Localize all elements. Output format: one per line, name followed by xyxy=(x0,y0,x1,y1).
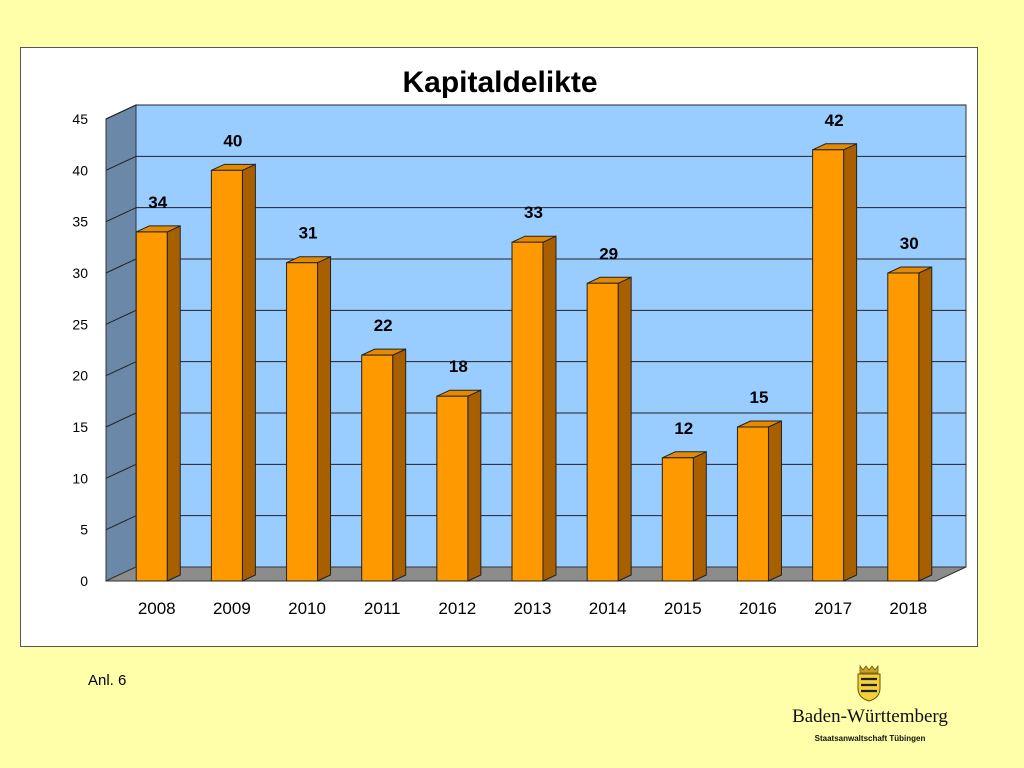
data-label: 29 xyxy=(599,244,618,263)
gridline-side xyxy=(105,155,137,171)
bar-side xyxy=(241,163,256,582)
data-label: 33 xyxy=(524,203,543,222)
bar-front xyxy=(436,395,469,582)
bar-front xyxy=(736,426,769,582)
x-tick-label: 2012 xyxy=(438,599,476,618)
bar-2012 xyxy=(436,389,482,582)
branding-logo: Baden-Württemberg Staatsanwaltschaft Tüb… xyxy=(790,662,950,752)
bar-2016 xyxy=(736,420,782,582)
bar-front xyxy=(135,231,168,582)
data-label: 42 xyxy=(825,111,844,130)
data-label: 31 xyxy=(299,224,318,243)
plot-side-wall xyxy=(105,104,137,582)
x-tick-label: 2013 xyxy=(514,599,552,618)
gridline-side xyxy=(105,207,137,223)
data-label: 15 xyxy=(750,388,769,407)
gridline-side xyxy=(105,515,137,531)
bar-side xyxy=(692,451,707,582)
y-tick-label: 0 xyxy=(80,573,88,589)
chart-title: Kapitaldelikte xyxy=(402,66,597,99)
data-label: 34 xyxy=(148,193,167,212)
gridline-side xyxy=(105,361,137,377)
y-tick-label: 20 xyxy=(72,368,88,384)
bar-side xyxy=(317,255,332,582)
y-tick-label: 5 xyxy=(80,522,88,538)
bar-side xyxy=(467,389,482,582)
bar-2011 xyxy=(361,348,407,582)
bar-chart: Kapitaldelikte 0 5 10 15 20 25 30 35 40 45 34 40 31… xyxy=(72,66,967,618)
data-label: 40 xyxy=(223,131,242,150)
bar-side xyxy=(617,276,632,582)
x-tick-label: 2016 xyxy=(739,599,777,618)
y-tick-label: 40 xyxy=(72,162,88,178)
y-tick-label: 30 xyxy=(72,265,88,281)
office-name: Staatsanwaltschaft Tübingen xyxy=(814,734,926,743)
x-tick-label: 2017 xyxy=(814,599,852,618)
x-tick-label: 2015 xyxy=(664,599,702,618)
bar-front xyxy=(661,457,694,582)
y-tick-label: 15 xyxy=(72,419,88,435)
y-tick-label: 35 xyxy=(72,214,88,230)
bar-side xyxy=(843,143,858,582)
gridline-side xyxy=(105,258,137,274)
bar-2017 xyxy=(812,143,858,582)
bar-2014 xyxy=(586,276,632,582)
bar-2008 xyxy=(135,225,181,582)
y-tick-label: 10 xyxy=(72,470,88,486)
y-tick-label: 25 xyxy=(72,316,88,332)
x-tick-label: 2014 xyxy=(589,599,627,618)
bar-side xyxy=(166,225,181,582)
bar-2013 xyxy=(511,235,557,582)
data-label: 12 xyxy=(674,419,693,438)
bar-2018 xyxy=(887,266,933,582)
bar-front xyxy=(286,262,319,582)
data-label: 30 xyxy=(900,234,919,253)
x-tick-label: 2011 xyxy=(364,599,401,618)
bar-side xyxy=(918,266,933,582)
bar-side xyxy=(542,235,557,582)
y-tick-label: 45 xyxy=(72,111,88,127)
state-name: Baden-Württemberg xyxy=(792,706,948,727)
bar-front xyxy=(210,169,243,582)
gridline-side xyxy=(105,309,137,325)
bar-2009 xyxy=(210,163,256,582)
bar-2015 xyxy=(661,451,707,582)
x-tick-label: 2010 xyxy=(288,599,326,618)
bar-front xyxy=(887,272,920,582)
gridline-side xyxy=(105,104,137,120)
x-tick-label: 2008 xyxy=(138,599,176,618)
data-label: 22 xyxy=(374,316,393,335)
bar-side xyxy=(767,420,782,582)
bar-front xyxy=(586,282,619,582)
footnote: Anl. 6 xyxy=(88,672,127,689)
gridline-side xyxy=(105,412,137,428)
bar-front xyxy=(361,354,394,582)
coat-of-arms-icon xyxy=(857,664,881,702)
bar-2010 xyxy=(286,255,332,582)
x-tick-label: 2018 xyxy=(889,599,927,618)
gridline-side xyxy=(105,463,137,479)
x-tick-label: 2009 xyxy=(213,599,251,618)
chart-frame: Kapitaldelikte 0 5 10 15 20 25 30 35 40 45 34 40 31… xyxy=(20,47,978,647)
bar-front xyxy=(511,241,544,582)
bar-front xyxy=(812,149,845,582)
data-label: 18 xyxy=(449,357,468,376)
bar-side xyxy=(392,348,407,582)
